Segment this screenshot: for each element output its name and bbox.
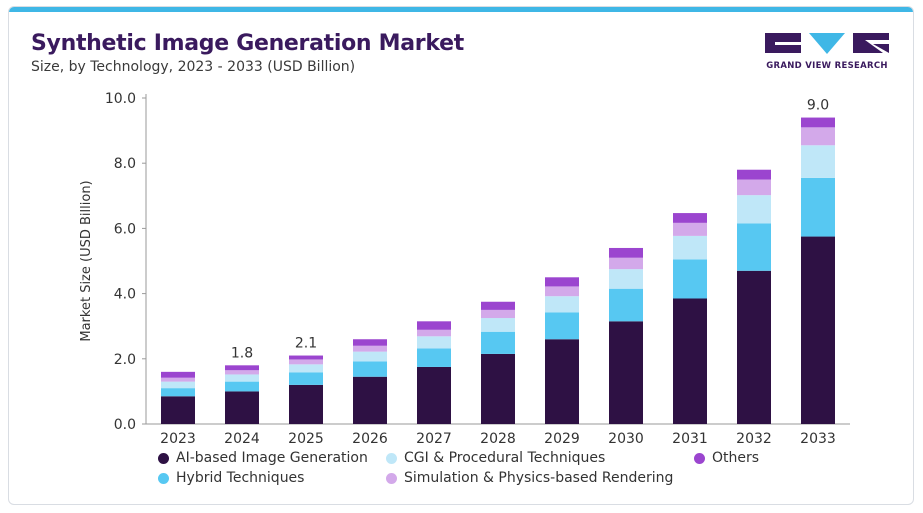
bar-segment <box>161 396 195 424</box>
x-tick-label: 2030 <box>608 431 644 447</box>
legend-swatch-simulation <box>386 472 397 484</box>
legend-item-ai-based: AI-based Image Generation <box>158 450 368 466</box>
bar-segment <box>225 391 259 424</box>
y-tick-label: 6.0 <box>114 221 136 237</box>
bar-segment <box>737 223 771 271</box>
bar-segment <box>545 296 579 313</box>
chart-legend: AI-based Image Generation CGI & Procedur… <box>158 450 759 490</box>
y-tick-label: 8.0 <box>114 156 136 172</box>
y-axis-title: Market Size (USD Billion) <box>79 180 94 341</box>
x-tick-label: 2031 <box>672 431 708 447</box>
bar-segment <box>161 371 195 378</box>
bar-segment <box>801 145 835 178</box>
bar-segment <box>481 301 515 310</box>
bar-segment <box>225 370 259 375</box>
legend-item-hybrid: Hybrid Techniques <box>158 470 304 486</box>
bar-segment <box>289 355 323 360</box>
legend-label-hybrid: Hybrid Techniques <box>176 470 305 486</box>
data-label: 9.0 <box>807 98 829 114</box>
bar-segment <box>545 286 579 297</box>
bar-segment <box>161 377 195 382</box>
legend-label-ai-based: AI-based Image Generation <box>176 450 368 466</box>
x-tick-label: 2023 <box>160 431 196 447</box>
legend-item-cgi: CGI & Procedural Techniques <box>386 450 605 466</box>
x-tick-label: 2025 <box>288 431 324 447</box>
x-tick-label: 2032 <box>736 431 772 447</box>
bar-segment <box>801 236 835 424</box>
bar-segment <box>353 376 387 424</box>
legend-item-others: Others <box>694 450 759 466</box>
y-tick-label: 10.0 <box>105 91 136 107</box>
bar-segment <box>417 321 451 330</box>
bar-segment <box>673 235 707 260</box>
x-tick-label: 2027 <box>416 431 452 447</box>
brand-logo: GRAND VIEW RESEARCH <box>765 30 895 80</box>
bar-segment <box>481 353 515 424</box>
bar-segment <box>353 339 387 346</box>
bar-segment <box>801 117 835 128</box>
bar-segment <box>417 348 451 367</box>
x-tick-label: 2024 <box>224 431 260 447</box>
bar-segment <box>673 213 707 223</box>
legend-label-cgi: CGI & Procedural Techniques <box>404 450 606 466</box>
y-tick-label: 0.0 <box>114 417 136 433</box>
bar-segment <box>417 366 451 424</box>
bar-segment <box>481 331 515 354</box>
logo-text: GRAND VIEW RESEARCH <box>766 61 888 71</box>
bar-segment <box>289 372 323 385</box>
bar-segment <box>353 361 387 377</box>
bar-segment <box>737 270 771 424</box>
bar-segment <box>545 339 579 424</box>
bar-segment <box>609 321 643 424</box>
bar-segment <box>353 351 387 362</box>
bar-segment <box>609 288 643 322</box>
bar-segment <box>225 381 259 392</box>
bar-segment <box>545 277 579 287</box>
bar-segment <box>289 364 323 373</box>
bar-segment <box>673 259 707 299</box>
bar-segment <box>545 312 579 340</box>
legend-swatch-cgi <box>386 452 397 464</box>
legend-swatch-ai-based <box>158 452 169 464</box>
bar-segment <box>481 309 515 319</box>
x-tick-label: 2026 <box>352 431 388 447</box>
y-tick-label: 2.0 <box>114 352 136 368</box>
legend-swatch-hybrid <box>158 472 169 484</box>
logo-mark-icon <box>765 33 889 54</box>
bar-segment <box>737 195 771 224</box>
chart-subtitle: Size, by Technology, 2023 - 2033 (USD Bi… <box>31 59 356 75</box>
bar-segment <box>737 169 771 180</box>
legend-swatch-others <box>694 452 705 464</box>
bar-segment <box>737 179 771 196</box>
bar-segment <box>417 329 451 337</box>
bar-segment <box>609 257 643 270</box>
bar-segment <box>161 388 195 397</box>
x-tick-label: 2029 <box>544 431 580 447</box>
bar-segment <box>673 298 707 424</box>
bar-segment <box>801 127 835 146</box>
bar-segment <box>609 247 643 258</box>
bar-segment <box>609 269 643 289</box>
bar-segment <box>801 177 835 237</box>
x-tick-label: 2033 <box>800 431 836 447</box>
bar-segment <box>289 384 323 424</box>
bar-segment <box>225 374 259 382</box>
bar-segment <box>673 222 707 236</box>
bar-segment <box>417 336 451 349</box>
bar-segment <box>353 345 387 352</box>
legend-item-simulation: Simulation & Physics-based Rendering <box>386 470 673 486</box>
bar-segment <box>481 318 515 332</box>
legend-label-others: Others <box>712 450 760 466</box>
bar-segment <box>161 381 195 389</box>
bar-segment <box>289 359 323 365</box>
y-tick-label: 4.0 <box>114 287 136 303</box>
bar-segment <box>225 365 259 371</box>
chart-title: Synthetic Image Generation Market <box>31 31 464 56</box>
legend-label-simulation: Simulation & Physics-based Rendering <box>404 470 674 486</box>
data-label: 2.1 <box>295 336 317 352</box>
x-tick-label: 2028 <box>480 431 516 447</box>
top-accent-bar <box>9 7 913 12</box>
data-label: 1.8 <box>231 345 253 361</box>
